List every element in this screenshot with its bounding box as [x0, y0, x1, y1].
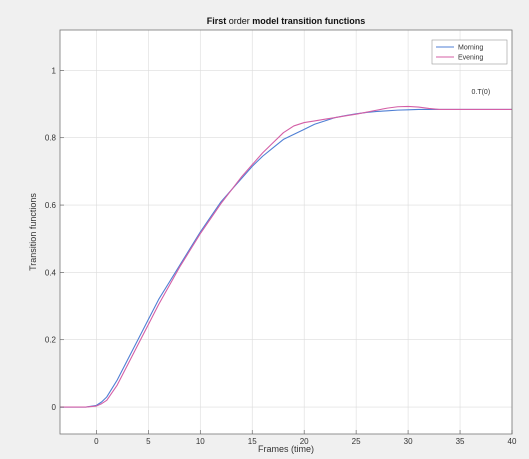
series-lines [60, 105, 512, 408]
legend: Morning Evening [431, 39, 508, 65]
y-tick-label: 0 [52, 403, 57, 412]
plot-area [60, 30, 512, 434]
legend-label-morning: Morning [458, 45, 483, 52]
y-tick-label: 0.8 [45, 134, 57, 143]
x-tick-labels: 0 5 10 15 20 25 30 35 40 [94, 437, 517, 446]
tick-marks [60, 70, 513, 434]
y-tick-label: 1 [52, 66, 57, 75]
legend-box [431, 39, 508, 65]
chart-title: First order model transition functions [207, 16, 366, 26]
y-tick-label: 0.2 [45, 336, 57, 345]
title-part-0: First [207, 16, 227, 26]
x-tick-label: 25 [352, 437, 361, 446]
x-tick-label: 40 [508, 437, 517, 446]
title-part-2: model transition functions [252, 16, 365, 26]
y-tick-label: 0.4 [45, 268, 57, 277]
x-tick-label: 15 [248, 437, 257, 446]
x-axis-label: Frames (time) [258, 444, 314, 454]
x-tick-label: 30 [404, 437, 413, 446]
legend-label-evening: Evening [458, 55, 483, 62]
series-line-evening [60, 105, 512, 408]
annotation-label: 0.T(0) [471, 89, 490, 96]
x-tick-label: 0 [94, 437, 99, 446]
x-tick-label: 5 [146, 437, 151, 446]
x-tick-label: 20 [300, 437, 309, 446]
y-tick-label: 0.6 [45, 201, 57, 210]
x-tick-label: 10 [196, 437, 205, 446]
title-part-1: order [226, 16, 252, 26]
y-axis-label: Transition functions [28, 193, 38, 271]
plot-frame [59, 29, 513, 435]
x-tick-label: 35 [456, 437, 465, 446]
y-tick-labels: 0 0.2 0.4 0.6 0.8 1 [45, 66, 57, 412]
